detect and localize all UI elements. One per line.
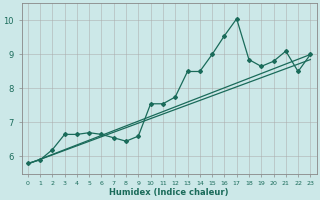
X-axis label: Humidex (Indice chaleur): Humidex (Indice chaleur) [109,188,229,197]
